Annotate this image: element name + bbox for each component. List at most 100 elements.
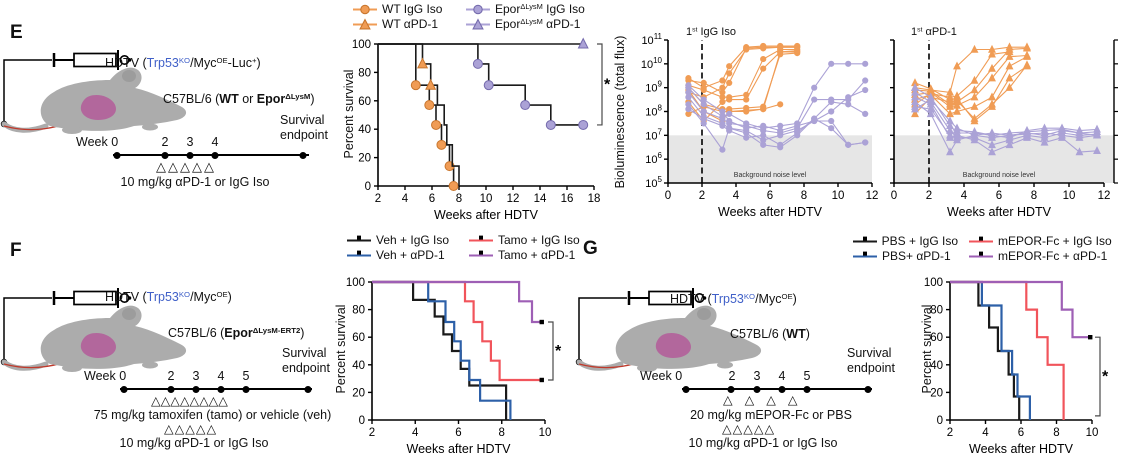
circle-legend-marker-icon: [353, 4, 377, 14]
week-tick-4-e: 4: [211, 135, 219, 149]
legend-label: WT αPD-1: [382, 17, 439, 31]
strain-label-e: C57BL/6 (WT or EporΔLysM): [163, 91, 315, 106]
svg-text:Background noise level: Background noise level: [734, 172, 807, 179]
svg-text:105: 105: [645, 175, 662, 190]
legend-item: WT IgG Iso: [352, 2, 455, 16]
svg-text:Weeks after HDTV: Weeks after HDTV: [969, 442, 1074, 456]
svg-text:12: 12: [866, 190, 879, 202]
svg-text:0: 0: [365, 181, 371, 193]
svg-text:8: 8: [499, 427, 505, 439]
legend-item: Tamo + IgG Iso: [468, 233, 580, 247]
svg-text:1011: 1011: [641, 32, 662, 47]
week-tick-4-g: 4: [778, 369, 786, 383]
week-tick-3-f: 3: [192, 369, 200, 383]
tickline-legend-marker-icon: [469, 235, 493, 241]
svg-text:2: 2: [699, 190, 705, 202]
week-tick-2-f: 2: [167, 369, 175, 383]
svg-text:*: *: [1102, 369, 1109, 386]
svg-text:Weeks after HDTV: Weeks after HDTV: [434, 208, 539, 222]
svg-text:0: 0: [891, 190, 897, 202]
y-axis-label-biolum: Bioluminescence (total flux): [613, 35, 627, 189]
svg-text:20: 20: [358, 153, 371, 165]
mepor-triangles-g: △△△△: [723, 393, 810, 407]
week-tick-2-e: 2: [161, 135, 169, 149]
svg-text:20: 20: [930, 387, 943, 399]
strain-label-f: C57BL/6 (EporΔLysM-ERT2): [168, 325, 305, 340]
legend-label: Veh + αPD-1: [376, 248, 445, 262]
svg-text:16: 16: [561, 193, 574, 205]
timeline-dot: [120, 385, 128, 393]
timeline-dot: [192, 385, 200, 393]
hdtv-label-e: HDTV (Trp53KO/MycOE-Luc+): [105, 55, 261, 70]
svg-text:Weeks after HDTV: Weeks after HDTV: [947, 205, 1052, 219]
svg-text:10: 10: [1086, 427, 1099, 439]
legend-f: Veh + IgG Iso Tamo + IgG Iso Veh + αPD-1 Ta…: [346, 233, 580, 262]
tickline-legend-marker-icon: [853, 251, 877, 257]
timeline-dot: [803, 385, 811, 393]
week-tick-5-f: 5: [242, 369, 250, 383]
legend-label: EporΔLysM αPD-1: [495, 16, 581, 31]
svg-text:80: 80: [930, 305, 943, 317]
legend-item: PBS+ αPD-1: [852, 249, 958, 263]
dose-label-e: 10 mg/kg αPD-1 or IgG Iso: [120, 175, 270, 189]
endpoint-label-e: Survival endpoint: [280, 113, 328, 142]
e-survival-chart: 2 4 6 8 10 12 14 16 18 0 20 40 60 80 100 Weeks after HD…: [352, 37, 611, 222]
week-tick-5-g: 5: [803, 369, 811, 383]
strain-label-g: C57BL/6 (WT): [730, 327, 810, 341]
timeline-g: [682, 385, 872, 393]
timeline-e: [113, 151, 309, 159]
mouse-syringe-schematic-e: [0, 50, 187, 134]
timeline-dot: [727, 385, 735, 393]
svg-text:4: 4: [412, 427, 419, 439]
apd1-dose-label-g: 10 mg/kg αPD-1 or IgG Iso: [688, 436, 838, 450]
svg-text:6: 6: [767, 190, 773, 202]
svg-text:12: 12: [507, 193, 520, 205]
svg-text:10: 10: [480, 193, 493, 205]
week0-label-e: Week 0: [76, 135, 119, 149]
svg-text:2: 2: [369, 427, 375, 439]
svg-text:100: 100: [352, 39, 371, 51]
svg-text:20: 20: [352, 387, 365, 399]
svg-text:100: 100: [346, 277, 365, 289]
svg-text:0: 0: [937, 415, 943, 427]
svg-text:107: 107: [645, 127, 662, 142]
panel-f-letter: F: [10, 240, 22, 261]
tickline-legend-marker-icon: [347, 250, 371, 256]
timeline-dot: [864, 385, 872, 393]
legend-label: WT IgG Iso: [382, 2, 443, 16]
svg-text:6: 6: [429, 193, 435, 205]
svg-text:10: 10: [1063, 190, 1076, 202]
week-tick-4-f: 4: [217, 369, 225, 383]
week0-label-f: Week 0: [84, 369, 127, 383]
timeline-dot: [161, 151, 169, 159]
endpoint-label-f: Survival endpoint: [282, 346, 330, 375]
panel-e-schematic: E HDTV (Trp53KO/MycOE-Luc+) C57BL/6 (WT …: [0, 0, 340, 230]
tamoxifen-triangles-f: △△△△△△△△: [151, 394, 228, 408]
legend-g: PBS + IgG Iso mEPOR-Fc + IgG Iso PBS+ αPD-…: [852, 234, 1112, 263]
svg-text:109: 109: [645, 80, 662, 95]
svg-text:108: 108: [645, 104, 662, 119]
svg-text:10: 10: [832, 190, 845, 202]
svg-text:40: 40: [358, 124, 371, 136]
svg-text:8: 8: [456, 193, 462, 205]
svg-text:6: 6: [455, 427, 461, 439]
timeline-dot: [304, 385, 312, 393]
apd1-dose-label-f: 10 mg/kg αPD-1 or IgG Iso: [119, 436, 269, 450]
tickline-legend-marker-icon: [969, 236, 993, 242]
svg-text:Weeks after HDTV: Weeks after HDTV: [718, 205, 823, 219]
svg-text:0: 0: [665, 190, 671, 202]
tamoxifen-dose-label-f: 75 mg/kg tamoxifen (tamo) or vehicle (ve…: [93, 408, 332, 422]
triangle-legend-marker-icon: [353, 17, 377, 29]
svg-text:8: 8: [1031, 190, 1037, 202]
legend-item: WT αPD-1: [352, 17, 455, 31]
panel-f-schematic: F HDTV (Trp53KO/MycOE) C57BL/6 (EporΔLys…: [0, 230, 345, 465]
legend-label: mEPOR-Fc + αPD-1: [998, 249, 1108, 263]
svg-text:4: 4: [402, 193, 409, 205]
legend-item: Veh + IgG Iso: [346, 233, 458, 247]
svg-text:18: 18: [588, 193, 601, 205]
svg-text:2: 2: [947, 427, 953, 439]
svg-text:Background noise level: Background noise level: [963, 172, 1036, 179]
panel-g-schematic: G HDTV (Trp53KO/MycOE) C57BL/6 (WT) Surv…: [575, 230, 1125, 465]
